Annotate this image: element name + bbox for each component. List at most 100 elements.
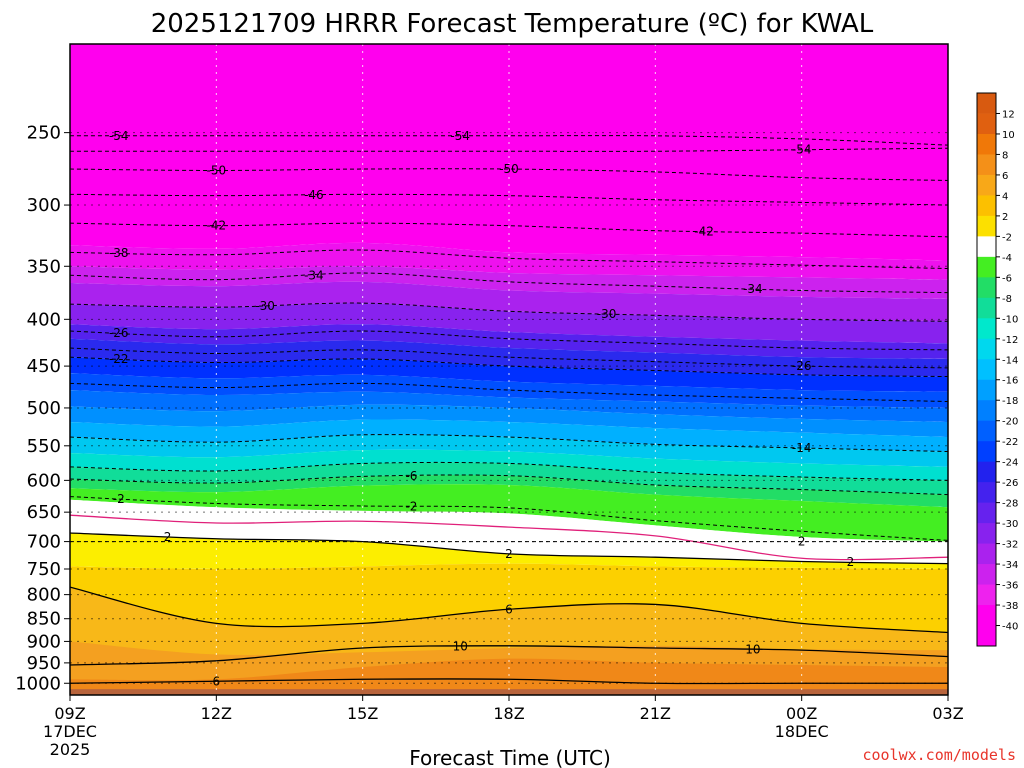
x-tick-year-09Z: 2025 xyxy=(50,740,91,759)
colorbar-label-12: 12 xyxy=(1002,109,1015,120)
colorbar-legend: 12 10 8 6 4 2 -2 -4 -6 -8 -10 -12 -14 -16 -18 -20 -22 -24… xyxy=(976,92,1018,647)
colorbar-label--40: -40 xyxy=(1002,622,1018,633)
contour-label-4-1: -42 xyxy=(694,225,714,239)
contour-label-20-0: 6 xyxy=(213,674,221,688)
colorbar-label--10: -10 xyxy=(1002,314,1018,325)
fill-band-15 xyxy=(70,474,948,508)
y-tick-label-800: 800 xyxy=(27,585,61,606)
colorbar-swatch-24 xyxy=(977,605,996,627)
contour-label-18-0: 2 xyxy=(798,535,806,549)
colorbar-swatch-15 xyxy=(977,420,996,442)
colorbar-swatch-11 xyxy=(977,338,996,360)
colorbar-label--12: -12 xyxy=(1002,335,1018,346)
colorbar-swatch-14 xyxy=(977,400,996,422)
colorbar-swatch-18 xyxy=(977,482,996,504)
isotherm-contours xyxy=(70,135,948,685)
fill-band-3 xyxy=(70,281,948,322)
credit-text[interactable]: coolwx.com/models xyxy=(862,746,1016,764)
contour-label-6-1: -34 xyxy=(743,282,763,296)
y-tick-label-900: 900 xyxy=(27,631,61,652)
x-tick-label-12Z: 12Z xyxy=(201,704,232,723)
colorbar-cap-top xyxy=(977,93,996,114)
colorbar-label-8: 8 xyxy=(1002,150,1008,161)
contour-10-21 xyxy=(70,645,948,666)
fill-band-5 xyxy=(70,324,948,359)
colorbar-label--28: -28 xyxy=(1002,499,1018,510)
contour-label-7-0: -30 xyxy=(255,299,275,313)
colorbar-label--24: -24 xyxy=(1002,458,1018,469)
colorbar-label--2: -2 xyxy=(1002,232,1012,243)
colorbar-swatch-22 xyxy=(977,564,996,586)
colorbar-swatch-16 xyxy=(977,441,996,463)
y-tick-label-950: 950 xyxy=(27,653,61,674)
x-tick-label-18Z: 18Z xyxy=(493,704,524,723)
y-tick-label-450: 450 xyxy=(27,356,61,377)
contour-label-0-1: -54 xyxy=(450,129,470,143)
fill-band-14 xyxy=(70,462,948,495)
colorbar-swatch-3 xyxy=(977,174,996,196)
colorbar-label--26: -26 xyxy=(1002,478,1018,489)
colorbar-label--14: -14 xyxy=(1002,355,1018,366)
ground-surface xyxy=(70,689,948,695)
colorbar-swatch-5 xyxy=(977,215,996,237)
fill-band-8 xyxy=(70,373,948,408)
fill-band-10 xyxy=(70,404,948,438)
y-tick-label-250: 250 xyxy=(27,123,61,144)
contour-label-17-2: 2 xyxy=(847,555,855,569)
y-tick-label-650: 650 xyxy=(27,502,61,523)
contour-label-14-0: -6 xyxy=(405,469,417,483)
colorbar-swatch-21 xyxy=(977,543,996,565)
chart-title: 2025121709 HRRR Forecast Temperature (ºC… xyxy=(151,9,874,39)
contour-labels: -54 -54 -54 -50 -50 -46 -42 -42 -38 -34 -34 -30 -30 -… xyxy=(109,129,854,688)
y-tick-label-750: 750 xyxy=(27,559,61,580)
contour-label-3-0: -46 xyxy=(304,188,324,202)
colorbar-label-10: 10 xyxy=(1002,130,1015,141)
colorbar-label--4: -4 xyxy=(1002,253,1012,264)
colorbar-label-2: 2 xyxy=(1002,212,1008,223)
colorbar-label-6: 6 xyxy=(1002,171,1008,182)
x-tick-label-00Z: 00Z xyxy=(786,704,817,723)
contour-label-9-0: -26 xyxy=(792,359,812,373)
contour-label-6-0: -34 xyxy=(304,268,324,282)
colorbar-swatch-19 xyxy=(977,502,996,524)
contour-label-8-0: -26 xyxy=(109,326,129,340)
contour--46-3 xyxy=(70,193,948,206)
colorbar-swatch-0 xyxy=(977,113,996,135)
y-tick-label-500: 500 xyxy=(27,398,61,419)
contour-2-17 xyxy=(70,532,948,565)
colorbar-label--38: -38 xyxy=(1002,601,1018,612)
contour-label-10-0: -22 xyxy=(109,352,129,366)
y-tick-label-600: 600 xyxy=(27,470,61,491)
y-tick-label-550: 550 xyxy=(27,436,61,457)
y-tick-label-1000: 1000 xyxy=(15,673,61,694)
colorbar-swatch-13 xyxy=(977,379,996,401)
contour-6-20 xyxy=(70,678,948,685)
fill-band-16 xyxy=(70,484,948,542)
colorbar-label--34: -34 xyxy=(1002,560,1018,571)
x-tick-label-09Z: 09Z xyxy=(54,704,85,723)
colorbar-label-4: 4 xyxy=(1002,191,1008,202)
contour-label-21-1: 10 xyxy=(745,642,760,656)
contour-label-17-1: 2 xyxy=(505,547,513,561)
colorbar-swatch-12 xyxy=(977,359,996,381)
contour--50-2 xyxy=(70,168,948,181)
x-tick-label-15Z: 15Z xyxy=(347,704,378,723)
colorbar-label--22: -22 xyxy=(1002,437,1018,448)
fill-band-13 xyxy=(70,449,948,481)
contour-label-2-0: -50 xyxy=(207,163,227,177)
y-tick-label-700: 700 xyxy=(27,532,61,553)
colorbar-swatch-20 xyxy=(977,523,996,545)
contour-6-19 xyxy=(70,586,948,634)
colorbar-swatch-2 xyxy=(977,154,996,176)
y-axis-pressure: 2503003504004505005506006507007508008509… xyxy=(15,123,70,694)
colorbar-swatch-8 xyxy=(977,277,996,299)
contour-label-5-0: -38 xyxy=(109,246,129,260)
contour-label-15-1: -2 xyxy=(405,500,417,514)
colorbar-label--30: -30 xyxy=(1002,519,1018,530)
y-tick-label-850: 850 xyxy=(27,609,61,630)
colorbar-label--6: -6 xyxy=(1002,273,1012,284)
fill-band-6 xyxy=(70,338,948,377)
colorbar-label--36: -36 xyxy=(1002,581,1018,592)
fill-band-0 xyxy=(70,44,948,261)
y-tick-label-300: 300 xyxy=(27,195,61,216)
